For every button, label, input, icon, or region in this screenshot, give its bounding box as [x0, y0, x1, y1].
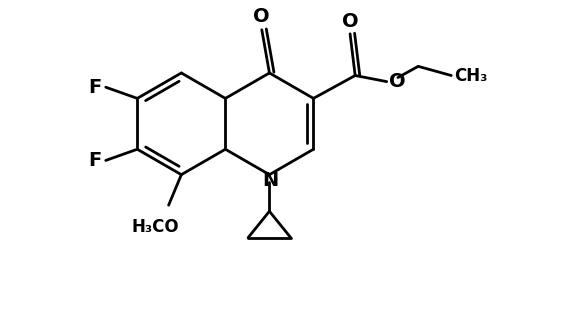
Text: F: F: [89, 151, 102, 170]
Text: CH₃: CH₃: [454, 67, 488, 84]
Text: F: F: [89, 78, 102, 97]
Text: O: O: [254, 7, 270, 26]
Text: H₃CO: H₃CO: [131, 218, 179, 236]
Text: O: O: [342, 12, 358, 31]
Text: N: N: [263, 171, 279, 190]
Text: O: O: [389, 72, 406, 91]
